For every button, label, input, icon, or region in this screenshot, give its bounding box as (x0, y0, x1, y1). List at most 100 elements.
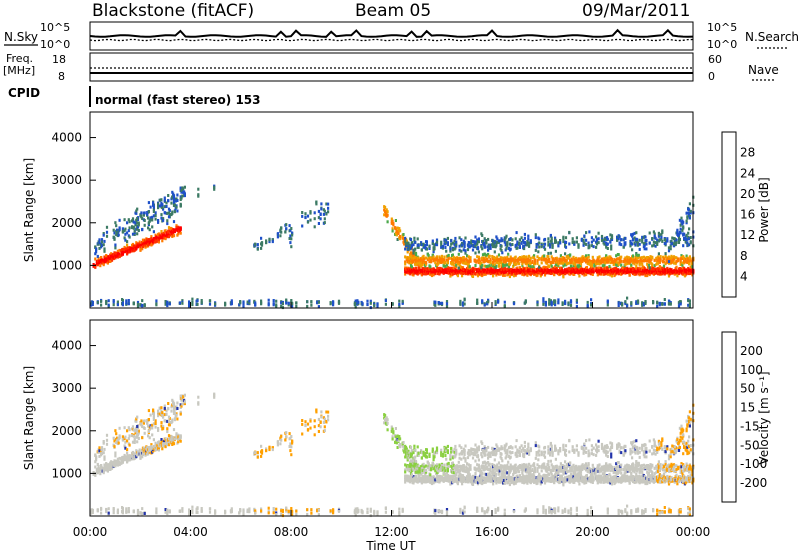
power-ytick-label-1: 2000 (51, 216, 82, 230)
power-mark-2607 (559, 259, 562, 263)
power-mark-3537 (656, 243, 659, 246)
power-mark-3966 (557, 301, 560, 305)
velocity-mark-386 (98, 446, 101, 450)
power-mark-3148 (464, 251, 467, 255)
power-mark-125 (123, 250, 126, 254)
power-mark-3430 (603, 239, 606, 243)
power-mark-1766 (610, 274, 614, 278)
power-mark-517 (162, 207, 165, 211)
power-mark-1685 (590, 265, 593, 269)
power-mark-452 (132, 226, 135, 230)
velocity-mark-503 (152, 438, 155, 442)
power-mark-1252 (495, 273, 498, 277)
power-mark-2169 (414, 256, 417, 259)
power-mark-1455 (539, 267, 542, 271)
power-mark-574 (157, 206, 160, 210)
power-mark-1878 (635, 266, 638, 270)
velocity-mark-561 (146, 419, 149, 422)
power-mark-2775 (609, 261, 612, 265)
power-mark-376 (95, 250, 98, 254)
power-mark-2910 (651, 263, 654, 267)
power-mark-659 (276, 235, 279, 239)
power-mark-1909 (643, 267, 646, 271)
power-mark-3300 (523, 244, 526, 248)
power-mark-3787 (267, 298, 270, 302)
power-mark-2574 (548, 260, 551, 264)
power-mark-3685 (116, 300, 119, 304)
power-mark-3483 (631, 248, 634, 252)
power-mark-3276 (511, 238, 514, 242)
power-mark-3575 (683, 237, 686, 240)
power-mark-3498 (636, 238, 639, 242)
power-mark-504 (154, 214, 157, 217)
power-mark-1738 (604, 272, 607, 276)
power-mark-700 (315, 200, 318, 204)
power-mark-3855 (361, 302, 364, 306)
power-mark-476 (141, 217, 144, 220)
power-mark-3302 (523, 236, 526, 240)
power-mark-3312 (527, 234, 530, 238)
power-mark-2462 (508, 257, 511, 261)
power-mark-3760 (230, 299, 233, 303)
power-mark-1602 (573, 272, 576, 276)
power-mark-3026 (404, 244, 408, 247)
power-mark-2206 (425, 262, 428, 266)
power-mark-4004 (626, 296, 629, 300)
power-mark-172 (135, 241, 138, 245)
velocity-mark-331 (170, 435, 173, 439)
power-mark-3927 (497, 299, 500, 303)
power-mark-2812 (620, 263, 623, 267)
velocity-mark-651 (268, 448, 271, 452)
power-mark-3522 (648, 241, 651, 245)
power-mark-74 (109, 260, 112, 263)
power-mark-3301 (523, 232, 526, 236)
power-mark-3681 (107, 299, 110, 303)
power-mark-620 (167, 215, 171, 219)
power-ytick-label-2: 3000 (51, 173, 82, 187)
power-mark-3318 (529, 240, 532, 244)
velocity-mark-441 (128, 443, 131, 447)
power-mark-676 (289, 228, 292, 232)
velocity-mark-194 (141, 449, 144, 452)
power-mark-3826 (317, 305, 320, 309)
power-mark-3489 (633, 231, 636, 235)
power-mark-3024 (404, 239, 407, 243)
power-mark-3805 (287, 303, 290, 307)
power-mark-616 (183, 194, 186, 198)
power-mark-3534 (654, 236, 657, 240)
power-mark-673 (288, 237, 291, 240)
power-mark-335 (171, 229, 174, 233)
power-mark-3524 (651, 237, 654, 240)
power-mark-3366 (559, 241, 562, 245)
velocity-mark-468 (137, 431, 140, 435)
velocity-mark-723 (383, 421, 386, 425)
power-mark-623 (173, 210, 176, 214)
power-mark-2324 (463, 258, 466, 262)
velocity-mark-695 (309, 419, 312, 423)
power-mark-526 (166, 222, 169, 226)
power-mark-2289 (452, 255, 455, 259)
power-mark-1155 (474, 267, 477, 271)
power-mark-2622 (563, 261, 566, 265)
freq-tick-low: 8 (58, 70, 65, 83)
velocity-mark-683 (291, 441, 294, 445)
power-mark-2756 (604, 258, 607, 262)
power-mark-3831 (329, 301, 332, 305)
power-mark-956 (430, 274, 434, 278)
velocity-mark-726 (384, 414, 387, 417)
power-mark-3249 (500, 244, 503, 248)
velocity-mark-761 (397, 439, 400, 443)
power-mark-3909 (476, 298, 479, 302)
power-mark-399 (105, 230, 109, 234)
power-mark-2691 (585, 254, 588, 258)
velocity-mark-620 (167, 423, 171, 427)
power-mark-3699 (127, 299, 130, 302)
power-mark-3986 (590, 298, 593, 302)
power-mark-3870 (384, 299, 387, 303)
power-mark-2930 (659, 257, 662, 261)
power-mark-3939 (524, 299, 527, 303)
power-mark-2728 (595, 262, 599, 266)
power-mark-626 (179, 204, 182, 208)
power-mark-447 (131, 232, 135, 236)
power-mark-2855 (633, 262, 636, 266)
